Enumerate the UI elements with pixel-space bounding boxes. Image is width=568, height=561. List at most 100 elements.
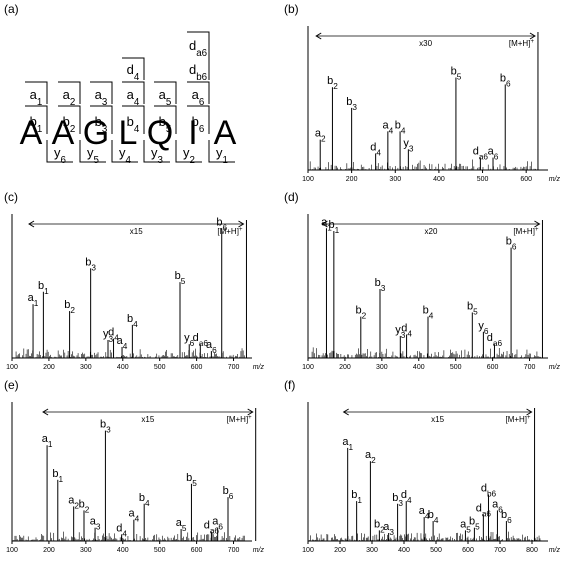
peak-label: a6 (212, 516, 223, 532)
y-ion-bracket (175, 140, 202, 163)
peak-label: b6 (501, 509, 512, 525)
peak-label: b1 (328, 219, 339, 235)
peak-label: b3 (375, 277, 386, 293)
y-ion-label: y4 (119, 145, 132, 166)
peak-label: b6 (500, 72, 511, 88)
peak-label: d4 (108, 327, 119, 343)
peak-label: y3 (395, 324, 406, 340)
x-tick-label: 400 (413, 364, 425, 371)
panel-label-f: (f) (284, 378, 296, 392)
x-tick-label: 300 (389, 176, 401, 183)
b-ion-label: b2 (63, 114, 76, 135)
peak-label: a2 (315, 128, 326, 144)
peak-label: b4 (127, 313, 138, 329)
x-axis-label: m/z (549, 547, 561, 554)
residue-2: A (52, 114, 75, 152)
spectrum-c: 100 200 300 400 500 600 700 m/zx15a1b1b2b3y3d4a… (6, 214, 265, 371)
residue-4: L (119, 114, 138, 152)
peak-label: a3 (90, 516, 101, 532)
b-ion-label: b5 (159, 114, 172, 135)
b-ion-bracket (154, 105, 177, 134)
b-ion-bracket (90, 105, 113, 134)
panel-label-c: (c) (4, 190, 18, 204)
a-ion-bracket (187, 81, 210, 104)
peak-label: a4 (117, 335, 128, 351)
zoom-factor-label: x15 (431, 415, 444, 424)
d-ion-label: d4 (127, 62, 140, 83)
x-tick-label: 400 (117, 364, 129, 371)
peak-label: a6 (488, 146, 499, 162)
y-ion-bracket (208, 140, 235, 163)
y-ion-label: y1 (216, 145, 228, 166)
x-tick-label: 800 (526, 547, 538, 554)
y-ion-bracket (79, 140, 106, 163)
b-ion-label: b3 (95, 114, 108, 135)
peak-label: da6 (476, 502, 492, 518)
x-tick-label: 400 (433, 176, 445, 183)
a-ion-label: a1 (30, 87, 43, 108)
peak-label: y3 (103, 328, 114, 344)
x-axis-label: m/z (253, 364, 265, 371)
b-ion-bracket (25, 105, 48, 134)
peak-label: a2 (68, 494, 79, 510)
peak-label: b5 (175, 270, 186, 286)
x-tick-label: 600 (520, 176, 532, 183)
peak-label: b5 (186, 472, 197, 488)
x-axis-label: m/z (549, 176, 561, 183)
x-tick-label: 700 (524, 364, 536, 371)
x-tick-label: 600 (462, 547, 474, 554)
b-ion-bracket (122, 105, 145, 134)
y-ion-label: y5 (87, 145, 100, 166)
peak-label: b4 (139, 492, 150, 508)
peak-label: b3 (100, 419, 111, 435)
precursor-label: [M+H]+ (505, 415, 531, 424)
peak-label: da6 (473, 146, 489, 162)
x-tick-label: 200 (43, 547, 55, 554)
peak-label: a1 (342, 436, 353, 452)
x-tick-label: 700 (228, 364, 240, 371)
peak-label: b4 (423, 305, 434, 321)
x-axis-label: m/z (549, 364, 561, 371)
peak-label: b5 (467, 300, 478, 316)
peak-label: b3 (346, 96, 357, 112)
peak-label: b2 (355, 305, 366, 321)
d-ion-label: da6 (189, 38, 207, 59)
spectrum-f: 100 200 300 400 500 600 700 800 m/z x15 a1 b1 a2 b2a3… (302, 402, 561, 554)
peak-label: b4 (395, 119, 406, 135)
peak-label: d4 (370, 141, 381, 157)
residue-5: Q (147, 114, 173, 152)
x-tick-label: 500 (154, 547, 166, 554)
peak-label: b1 (38, 280, 49, 296)
residue-7: A (214, 114, 237, 152)
a-ion-label: a6 (192, 87, 205, 108)
peak-label: y6 (478, 320, 489, 336)
peak-label: b4 (428, 509, 439, 525)
peak-label: da6 (204, 520, 220, 536)
x-tick-label: 300 (376, 364, 388, 371)
a-ion-label: a5 (159, 87, 172, 108)
x-tick-label: 700 (494, 547, 506, 554)
peak-label: a5 (176, 517, 187, 533)
a-ion-label: a4 (127, 87, 140, 108)
x-tick-label: 200 (346, 176, 358, 183)
x-tick-label: 300 (80, 547, 92, 554)
panel-label-b: (b) (284, 2, 299, 16)
peak-label: a1 (28, 292, 39, 308)
peak-label: a2 (365, 449, 376, 465)
b-ion-label: b4 (127, 114, 140, 135)
a-ion-bracket (58, 81, 81, 104)
peak-label: d4 (401, 323, 412, 339)
panel-label-a: (a) (4, 2, 19, 16)
x-tick-label: 700 (228, 547, 240, 554)
d-ion-label: db6 (189, 62, 207, 83)
peak-label: b6 (223, 485, 234, 501)
b-ion-label: b1 (30, 114, 43, 135)
peak-label: a4 (382, 119, 393, 135)
peak-label: b2 (374, 518, 385, 534)
peak-label: a6 (492, 498, 503, 514)
y-ion-label: y3 (151, 145, 163, 166)
peak-label: a3 (383, 521, 394, 537)
